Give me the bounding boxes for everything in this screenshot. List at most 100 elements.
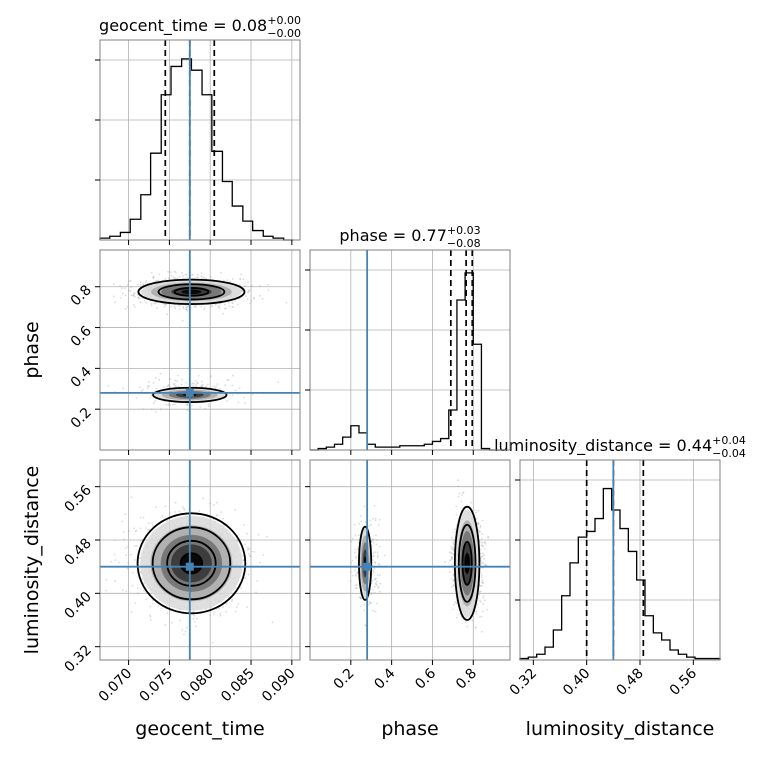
x-tick-label: 0.40 [560,666,593,699]
sample-point [114,559,117,561]
sample-point [222,517,224,520]
sample-point [191,274,194,276]
sample-point [212,613,215,616]
sample-point [144,281,147,284]
sample-point [176,374,179,377]
sample-point [482,597,485,599]
sample-point [185,308,188,311]
sample-point [145,527,148,529]
sample-point [371,538,374,541]
sample-point [237,603,240,606]
sample-point [112,283,115,285]
sample-point [480,544,483,547]
sample-point [372,541,375,544]
sample-point [164,624,167,626]
sample-point [172,403,174,406]
sample-point [452,574,455,577]
sample-point [367,603,370,606]
histogram-geocent_time [99,58,294,241]
sample-point [454,601,457,604]
sample-point [134,306,136,308]
sample-point [166,385,169,387]
sample-point [371,555,374,558]
sample-point [158,378,161,381]
sample-point [227,301,230,304]
sample-point [169,271,172,273]
sample-point [461,494,463,496]
sample-point [242,278,245,281]
sample-point [450,558,452,561]
sample-point [139,517,142,519]
sample-point [376,602,378,605]
sample-point [239,284,241,286]
sample-point [110,560,112,563]
sample-point [145,280,148,282]
sample-point [234,509,237,511]
sample-point [203,308,205,311]
sample-point [371,539,373,542]
sample-point [250,299,253,302]
sample-point [193,614,196,617]
sample-point [191,274,194,276]
sample-point [174,379,177,382]
sample-point [285,301,288,304]
y-tick-label: 0.4 [68,364,95,391]
sample-point [125,590,128,593]
sample-point [253,550,256,553]
panel-frame [519,459,721,661]
sample-point [379,590,381,593]
sample-point [131,571,134,574]
truth-point [185,562,194,571]
sample-point [181,319,184,322]
sample-point [173,270,176,273]
sample-point [357,534,360,537]
title-luminosity-distance-text: luminosity_distance = 0.44 [494,436,712,456]
sample-point [354,557,357,559]
sample-point [457,495,460,498]
x-tick-label: 0.6 [412,665,439,692]
sample-point [170,621,173,624]
contour-line [461,540,473,586]
sample-point [210,375,213,378]
sample-point [196,381,198,384]
sample-point [450,556,453,558]
sample-point [197,374,200,377]
sample-point [182,507,185,510]
sample-point [163,305,166,308]
sample-point [165,403,168,406]
sample-point [163,303,166,305]
sample-point [186,305,189,308]
sample-point [147,522,150,525]
sample-point [168,403,171,405]
sample-point [450,557,453,560]
sample-point [449,559,451,562]
sample-point [239,278,242,281]
sample-point [482,595,485,597]
sample-point [203,306,206,309]
sample-point [452,546,455,549]
sample-point [152,275,155,278]
sample-point [481,579,484,582]
sample-point [149,615,152,618]
sample-point [470,501,473,504]
sample-point [478,530,481,533]
sample-point [246,298,249,300]
sample-point [191,382,194,384]
sample-point [462,491,465,494]
sample-point [457,485,460,488]
sample-point [259,561,261,564]
sample-point [169,511,171,514]
sample-point [248,552,250,555]
sample-point [474,626,477,629]
sample-point [242,396,245,399]
sample-point [271,621,274,624]
sample-point [219,302,222,305]
sample-point [248,289,251,291]
sample-point [480,555,483,558]
sample-point [137,296,140,299]
sample-point [377,585,380,588]
sample-point [187,277,189,279]
sample-point [369,602,372,604]
sample-point [249,554,252,557]
sample-point [186,309,189,312]
